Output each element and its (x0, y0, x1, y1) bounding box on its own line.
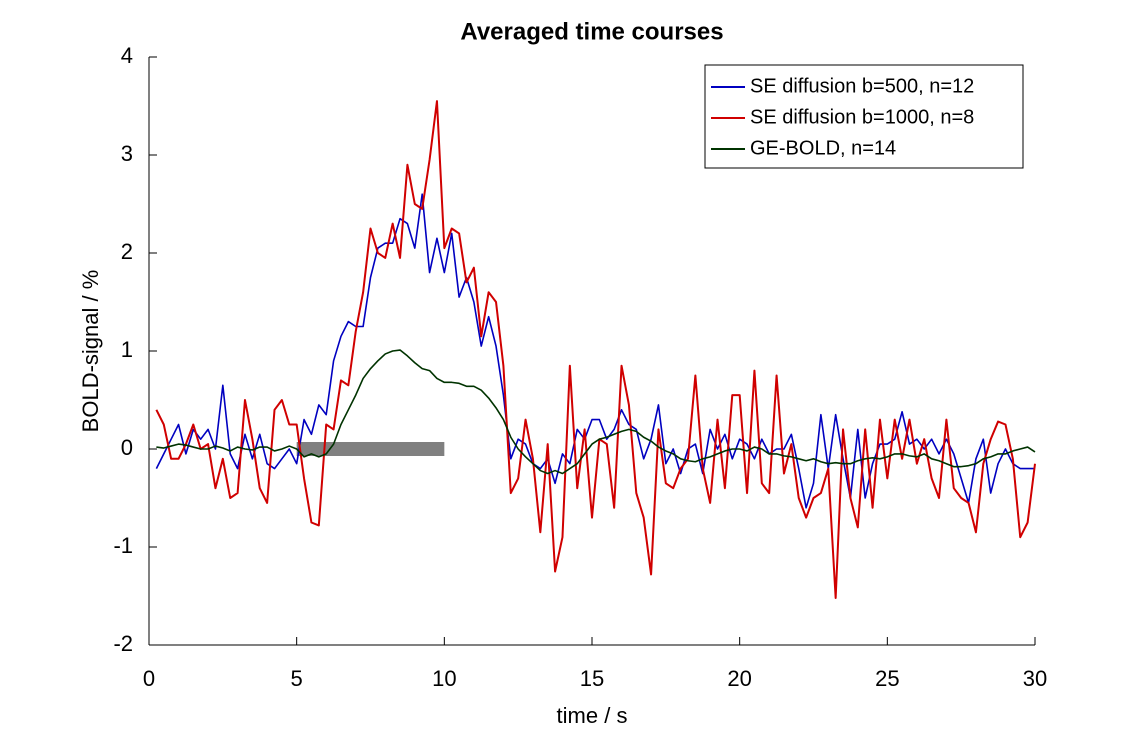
x-tick-label: 25 (875, 666, 899, 691)
legend-label: GE-BOLD, n=14 (750, 137, 896, 159)
data-line (155, 193, 1035, 509)
legend-label: SE diffusion b=1000, n=8 (750, 106, 974, 128)
stimulus-bar (296, 442, 445, 456)
y-tick-label: 1 (121, 337, 133, 362)
legend-box (704, 64, 1024, 169)
chart-title: Averaged time courses (460, 18, 723, 45)
x-tick-label: 5 (291, 666, 303, 691)
x-tick-label: 0 (143, 666, 155, 691)
data-line (156, 349, 1036, 475)
x-tick-label: 15 (580, 666, 604, 691)
y-tick-label: 0 (121, 435, 133, 460)
x-axis-label: time / s (557, 703, 628, 728)
y-tick-label: -2 (113, 631, 133, 656)
x-tick-label: 20 (727, 666, 751, 691)
legend-label: SE diffusion b=500, n=12 (750, 75, 974, 97)
y-tick-label: 3 (121, 141, 133, 166)
y-tick-label: 2 (121, 239, 133, 264)
x-tick-label: 10 (432, 666, 456, 691)
y-tick-label: 4 (121, 43, 133, 68)
x-tick-label: 30 (1023, 666, 1047, 691)
data-line (155, 100, 1036, 599)
y-axis-label: BOLD-signal / % (78, 270, 103, 433)
y-tick-label: -1 (113, 533, 133, 558)
